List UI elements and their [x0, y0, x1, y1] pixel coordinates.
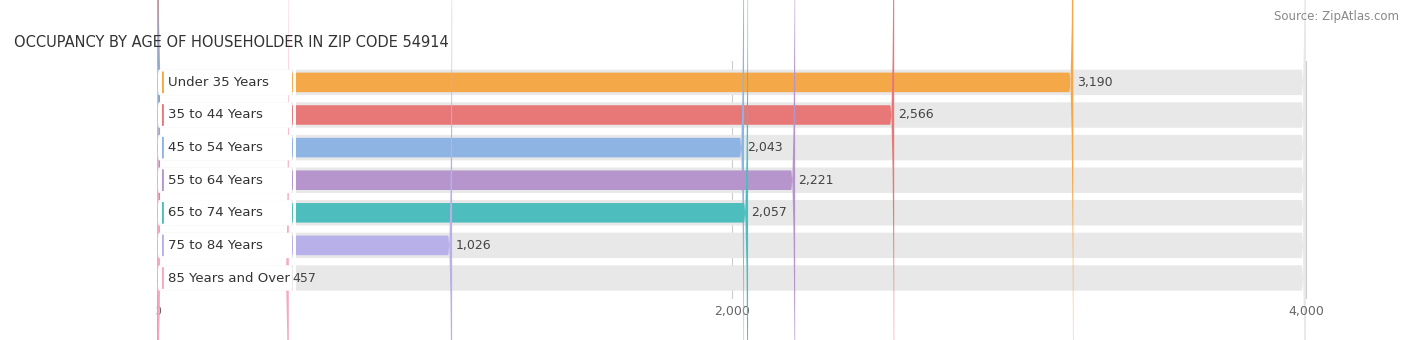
FancyBboxPatch shape: [157, 0, 894, 340]
Text: 1,026: 1,026: [456, 239, 491, 252]
Text: 45 to 54 Years: 45 to 54 Years: [169, 141, 263, 154]
Text: 2,221: 2,221: [799, 174, 834, 187]
Text: 2,043: 2,043: [748, 141, 783, 154]
FancyBboxPatch shape: [155, 0, 295, 340]
Text: Under 35 Years: Under 35 Years: [169, 76, 270, 89]
FancyBboxPatch shape: [157, 0, 1306, 340]
Text: 2,566: 2,566: [897, 108, 934, 121]
FancyBboxPatch shape: [157, 0, 796, 340]
Text: 2,057: 2,057: [752, 206, 787, 219]
FancyBboxPatch shape: [155, 0, 295, 340]
FancyBboxPatch shape: [155, 0, 295, 340]
Text: 85 Years and Over: 85 Years and Over: [169, 272, 291, 285]
FancyBboxPatch shape: [157, 0, 1306, 340]
FancyBboxPatch shape: [157, 0, 453, 340]
FancyBboxPatch shape: [155, 0, 295, 340]
FancyBboxPatch shape: [157, 0, 1306, 340]
Text: Source: ZipAtlas.com: Source: ZipAtlas.com: [1274, 10, 1399, 23]
Text: 75 to 84 Years: 75 to 84 Years: [169, 239, 263, 252]
Text: 3,190: 3,190: [1077, 76, 1112, 89]
Text: 55 to 64 Years: 55 to 64 Years: [169, 174, 263, 187]
FancyBboxPatch shape: [157, 0, 288, 340]
FancyBboxPatch shape: [157, 0, 748, 340]
Text: OCCUPANCY BY AGE OF HOUSEHOLDER IN ZIP CODE 54914: OCCUPANCY BY AGE OF HOUSEHOLDER IN ZIP C…: [14, 35, 449, 50]
FancyBboxPatch shape: [155, 0, 295, 340]
Text: 457: 457: [292, 272, 316, 285]
FancyBboxPatch shape: [157, 0, 1306, 340]
Text: 65 to 74 Years: 65 to 74 Years: [169, 206, 263, 219]
FancyBboxPatch shape: [155, 0, 295, 340]
FancyBboxPatch shape: [157, 0, 744, 340]
FancyBboxPatch shape: [157, 0, 1073, 340]
FancyBboxPatch shape: [157, 0, 1306, 340]
FancyBboxPatch shape: [155, 0, 295, 340]
Text: 35 to 44 Years: 35 to 44 Years: [169, 108, 263, 121]
FancyBboxPatch shape: [157, 0, 1306, 340]
FancyBboxPatch shape: [157, 0, 1306, 340]
